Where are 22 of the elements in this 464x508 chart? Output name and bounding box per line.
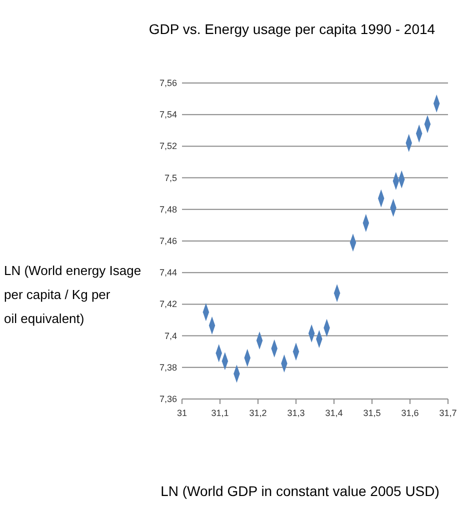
chart-title: GDP vs. Energy usage per capita 1990 - 2014 <box>148 21 436 37</box>
x-tick-label: 31,5 <box>363 408 381 418</box>
y-tick-label: 7,5 <box>164 172 177 183</box>
y-tick-label: 7,46 <box>159 236 177 246</box>
y-tick-label: 7,42 <box>159 299 177 310</box>
y-axis-title: LN (World energy Isage per capita / Kg per oil equivalent) <box>4 263 142 326</box>
y-tick-label: 7,4 <box>164 330 177 341</box>
x-tick-label: 31,1 <box>211 408 229 418</box>
x-tick-label: 31,6 <box>401 408 419 418</box>
x-tick-label: 31,7 <box>439 408 457 418</box>
y-tick-label: 7,38 <box>159 362 177 372</box>
y-tick-label: 7,52 <box>159 141 177 152</box>
y-tick-label: 7,56 <box>159 78 177 88</box>
x-tick-label: 31,2 <box>249 408 267 418</box>
x-tick-label: 31,4 <box>325 408 343 418</box>
y-tick-label: 7,54 <box>159 110 177 120</box>
x-axis-title: LN (World GDP in constant value 2005 USD) <box>160 483 440 499</box>
x-tick-label: 31 <box>176 408 188 418</box>
x-tick-label: 31,3 <box>287 408 305 418</box>
y-tick-label: 7,36 <box>159 394 177 404</box>
y-tick-label: 7,44 <box>159 268 177 278</box>
y-tick-label: 7,48 <box>159 204 177 214</box>
